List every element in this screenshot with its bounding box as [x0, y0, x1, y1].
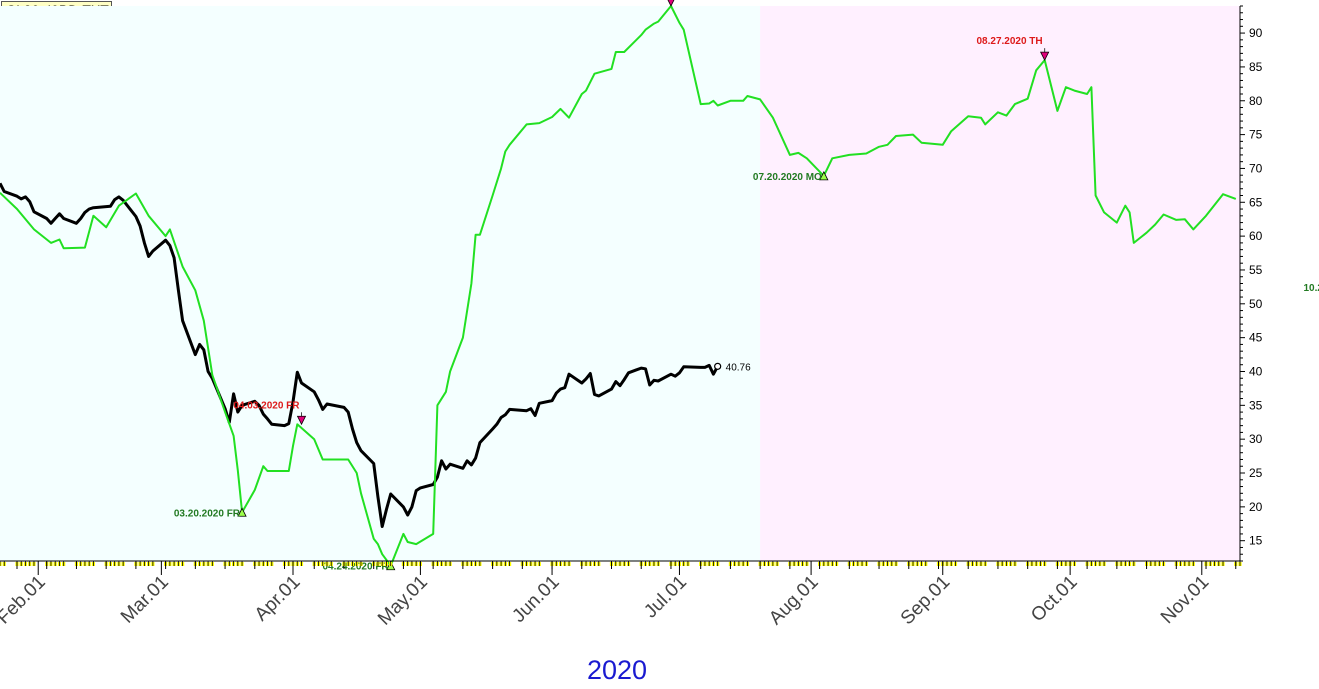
low-annotation-label: 03.20.2020 FR	[174, 508, 241, 519]
high-annotation-label: 08.27.2020 TH	[976, 36, 1042, 47]
x-month-label: Nov.01	[1157, 572, 1213, 628]
low-annotation-label: 10.29.2020 TH	[1303, 283, 1319, 294]
y-tick-label: 25	[1249, 466, 1263, 480]
y-tick-label: 55	[1249, 263, 1263, 277]
y-tick-label: 50	[1249, 297, 1263, 311]
y-tick-label: 35	[1249, 398, 1263, 412]
low-annotation-label: 07.20.2020 MO	[753, 172, 822, 183]
y-tick-label: 15	[1249, 534, 1263, 548]
high-marker-icon	[667, 0, 675, 7]
high-marker-icon	[1040, 51, 1050, 62]
low-marker-icon	[237, 507, 247, 517]
low-marker-icon	[819, 170, 829, 181]
y-tick-label: 90	[1249, 26, 1263, 40]
y-tick-label: 45	[1249, 331, 1263, 345]
y-tick-label: 70	[1249, 161, 1263, 175]
y-tick-label: 65	[1249, 195, 1263, 209]
last-value-marker	[714, 362, 722, 370]
y-tick-label: 80	[1249, 94, 1263, 108]
x-day-cell	[0, 562, 2, 566]
low-annotation-label: 04.24.2020 FR	[323, 562, 390, 573]
x-month-label: Mar.01	[117, 572, 173, 628]
year-label: 2020	[587, 655, 648, 685]
x-month-label: Feb.01	[0, 572, 50, 629]
x-month-label: Oct.01	[1027, 572, 1081, 626]
last-value-label: 40.76	[726, 362, 751, 373]
x-month-label: Apr.01	[251, 572, 305, 626]
high-marker-icon	[296, 415, 307, 426]
x-month-label: Jul.01	[640, 572, 691, 623]
y-tick-label: 40	[1249, 364, 1263, 378]
x-month-label: May.01	[374, 572, 432, 630]
background-zone	[760, 6, 1240, 561]
y-tick-label: 85	[1249, 60, 1263, 74]
background-zone	[0, 6, 761, 561]
x-month-label: Jun.01	[508, 572, 563, 627]
price-line-black	[0, 182, 720, 528]
y-tick-label: 30	[1249, 432, 1263, 446]
x-month-label: Aug.01	[765, 572, 822, 629]
x-month-label: Sep.01	[897, 572, 954, 629]
y-tick-label: 60	[1249, 229, 1263, 243]
y-tick-label: 20	[1249, 500, 1263, 514]
y-tick-label: 75	[1249, 128, 1263, 142]
price-line-green	[0, 5, 1237, 567]
high-annotation-label: 04.03.2020 FR	[233, 400, 300, 411]
